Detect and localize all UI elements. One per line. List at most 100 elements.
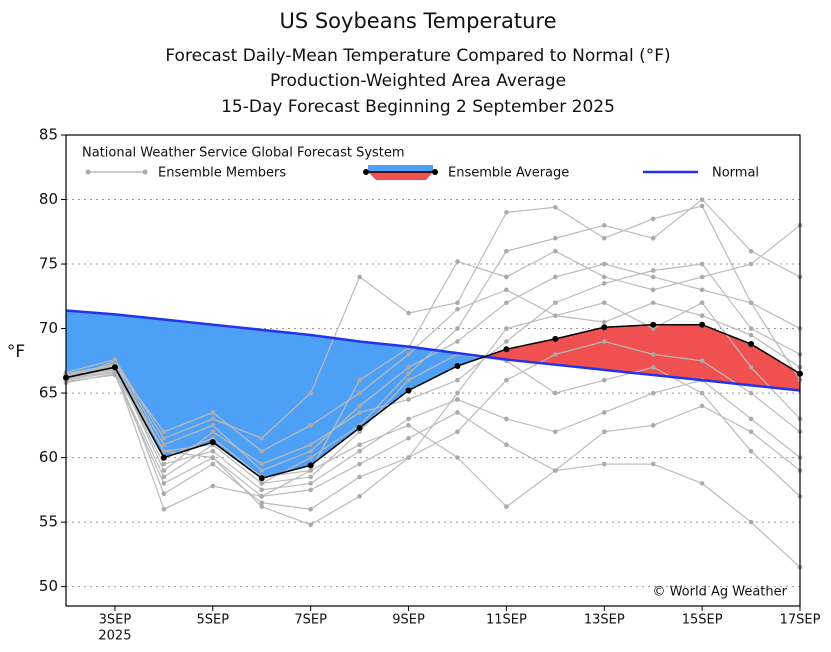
member-line: [65, 289, 801, 452]
x-tick-label: 17SEP: [780, 613, 821, 628]
member-point: [748, 326, 754, 331]
legend-average-swatch: [368, 172, 433, 180]
member-point: [210, 461, 216, 467]
member-point: [210, 423, 216, 428]
member-point: [259, 504, 265, 509]
member-point: [259, 500, 265, 506]
member-point: [504, 287, 509, 293]
member-point: [650, 268, 656, 273]
member-point: [406, 371, 411, 377]
average-point: [503, 346, 510, 353]
legend-label: Ensemble Members: [158, 166, 286, 181]
average-point: [111, 364, 118, 371]
average-point: [209, 439, 216, 446]
source-note: © World Ag Weather: [652, 585, 787, 600]
member-point: [357, 461, 362, 467]
member-point: [308, 481, 313, 486]
member-point: [308, 442, 313, 447]
member-point: [406, 416, 411, 422]
member-point: [650, 300, 656, 306]
member-point: [650, 352, 656, 357]
member-point: [308, 468, 313, 473]
member-point: [699, 287, 705, 293]
member-point: [748, 390, 754, 396]
member-point: [650, 364, 656, 370]
average-line: [65, 323, 801, 480]
member-point: [112, 357, 118, 362]
member-line: [65, 263, 801, 472]
member-point: [455, 300, 460, 306]
member-point: [553, 204, 558, 210]
legend-label: Ensemble Average: [448, 166, 569, 181]
y-tick-label: 80: [39, 190, 58, 208]
average-point: [699, 321, 706, 328]
average-point: [552, 335, 559, 342]
member-point: [357, 274, 362, 280]
chart-subtitle: Production-Weighted Area Average: [270, 71, 566, 91]
member-point: [161, 491, 167, 497]
member-point: [504, 339, 509, 344]
member-point: [455, 326, 460, 331]
y-tick-label: 60: [39, 448, 58, 466]
member-point: [504, 504, 509, 509]
member-line: [65, 198, 801, 485]
member-point: [455, 339, 460, 344]
member-point: [601, 261, 607, 267]
member-point: [406, 423, 411, 428]
y-tick-label: 50: [39, 577, 58, 595]
member-point: [601, 461, 607, 467]
member-point: [601, 281, 607, 286]
member-point: [504, 326, 509, 331]
normal-line: [65, 309, 801, 392]
member-point: [601, 235, 607, 241]
member-point: [455, 259, 460, 264]
member-point: [699, 274, 705, 280]
legend-average-dot: [432, 169, 438, 175]
member-point: [259, 481, 265, 486]
member-point: [308, 455, 313, 460]
member-point: [161, 435, 167, 441]
y-tick-label: 70: [39, 319, 58, 337]
member-point: [699, 390, 705, 396]
member-point: [748, 519, 754, 525]
member-point: [650, 423, 656, 428]
chart-subtitle: 15-Day Forecast Beginning 2 September 20…: [221, 97, 615, 117]
y-tick-label: 55: [39, 513, 58, 531]
member-point: [504, 416, 509, 422]
member-point: [748, 416, 754, 422]
member-point: [748, 364, 754, 370]
member-point: [210, 429, 216, 435]
average-point: [650, 321, 657, 328]
x-tick-label: 9SEP: [392, 613, 425, 628]
member-point: [650, 461, 656, 467]
member-point: [259, 461, 265, 467]
member-point: [161, 506, 167, 512]
member-point: [601, 223, 607, 228]
member-point: [406, 310, 411, 316]
chart-subtitle: Forecast Daily-Mean Temperature Compared…: [165, 46, 670, 66]
member-point: [406, 435, 411, 441]
legend-average-swatch: [368, 165, 433, 172]
x-tick-label: 5SEP: [197, 613, 230, 628]
member-point: [259, 468, 265, 473]
average-point: [405, 387, 412, 394]
member-point: [601, 410, 607, 415]
member-line: [65, 205, 801, 439]
member-point: [553, 313, 558, 318]
member-point: [308, 487, 313, 493]
member-point: [455, 377, 460, 383]
average-point: [601, 324, 608, 331]
member-point: [308, 423, 313, 428]
member-line: [65, 353, 801, 497]
legend-title: National Weather Service Global Forecast…: [82, 146, 405, 161]
y-tick-label: 85: [39, 126, 58, 144]
member-point: [601, 319, 607, 325]
member-point: [699, 358, 705, 364]
member-point: [259, 448, 265, 454]
member-point: [553, 248, 558, 254]
member-point: [161, 429, 167, 435]
member-point: [504, 300, 509, 306]
member-point: [357, 494, 362, 499]
x-tick-year: 2025: [98, 629, 131, 644]
